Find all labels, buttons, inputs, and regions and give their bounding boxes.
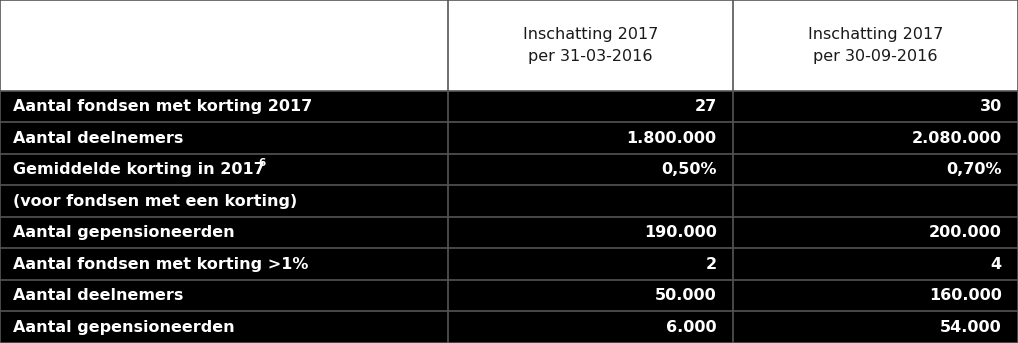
Bar bbox=[733, 186, 1018, 217]
Bar bbox=[448, 217, 733, 248]
Text: 30: 30 bbox=[979, 99, 1002, 114]
Text: 2: 2 bbox=[705, 257, 717, 272]
Text: 27: 27 bbox=[694, 99, 717, 114]
Text: Aantal fondsen met korting 2017: Aantal fondsen met korting 2017 bbox=[13, 99, 313, 114]
Bar bbox=[448, 311, 733, 343]
Text: (voor fondsen met een korting): (voor fondsen met een korting) bbox=[13, 194, 297, 209]
Bar bbox=[448, 91, 733, 122]
Bar bbox=[733, 280, 1018, 311]
Bar bbox=[448, 0, 733, 91]
Text: 2.080.000: 2.080.000 bbox=[911, 131, 1002, 146]
Text: Aantal gepensioneerden: Aantal gepensioneerden bbox=[13, 225, 235, 240]
Bar bbox=[448, 248, 733, 280]
Bar bbox=[0, 248, 448, 280]
Bar bbox=[448, 186, 733, 217]
Bar bbox=[0, 122, 448, 154]
Bar bbox=[0, 91, 448, 122]
Text: 50.000: 50.000 bbox=[655, 288, 717, 303]
Bar bbox=[733, 217, 1018, 248]
Bar bbox=[733, 311, 1018, 343]
Bar bbox=[0, 0, 448, 91]
Bar bbox=[0, 217, 448, 248]
Text: 0,70%: 0,70% bbox=[946, 162, 1002, 177]
Bar bbox=[448, 122, 733, 154]
Bar bbox=[0, 311, 448, 343]
Text: Gemiddelde korting in 2017: Gemiddelde korting in 2017 bbox=[13, 162, 265, 177]
Text: 54.000: 54.000 bbox=[940, 320, 1002, 335]
Bar bbox=[733, 154, 1018, 186]
Text: 190.000: 190.000 bbox=[643, 225, 717, 240]
Text: Aantal fondsen met korting >1%: Aantal fondsen met korting >1% bbox=[13, 257, 308, 272]
Bar bbox=[0, 280, 448, 311]
Text: Aantal deelnemers: Aantal deelnemers bbox=[13, 131, 183, 146]
Text: Inschatting 2017
per 31-03-2016: Inschatting 2017 per 31-03-2016 bbox=[523, 27, 658, 64]
Text: Inschatting 2017
per 30-09-2016: Inschatting 2017 per 30-09-2016 bbox=[808, 27, 943, 64]
Text: 0,50%: 0,50% bbox=[661, 162, 717, 177]
Text: Aantal gepensioneerden: Aantal gepensioneerden bbox=[13, 320, 235, 335]
Text: 4: 4 bbox=[991, 257, 1002, 272]
Text: 200.000: 200.000 bbox=[928, 225, 1002, 240]
Bar bbox=[0, 186, 448, 217]
Bar bbox=[733, 122, 1018, 154]
Bar bbox=[733, 91, 1018, 122]
Text: 6.000: 6.000 bbox=[666, 320, 717, 335]
Text: 1.800.000: 1.800.000 bbox=[626, 131, 717, 146]
Bar bbox=[0, 154, 448, 186]
Bar bbox=[448, 154, 733, 186]
Bar bbox=[733, 248, 1018, 280]
Text: Aantal deelnemers: Aantal deelnemers bbox=[13, 288, 183, 303]
Bar bbox=[448, 280, 733, 311]
Text: 6: 6 bbox=[259, 158, 266, 168]
Text: 160.000: 160.000 bbox=[928, 288, 1002, 303]
Bar bbox=[733, 0, 1018, 91]
